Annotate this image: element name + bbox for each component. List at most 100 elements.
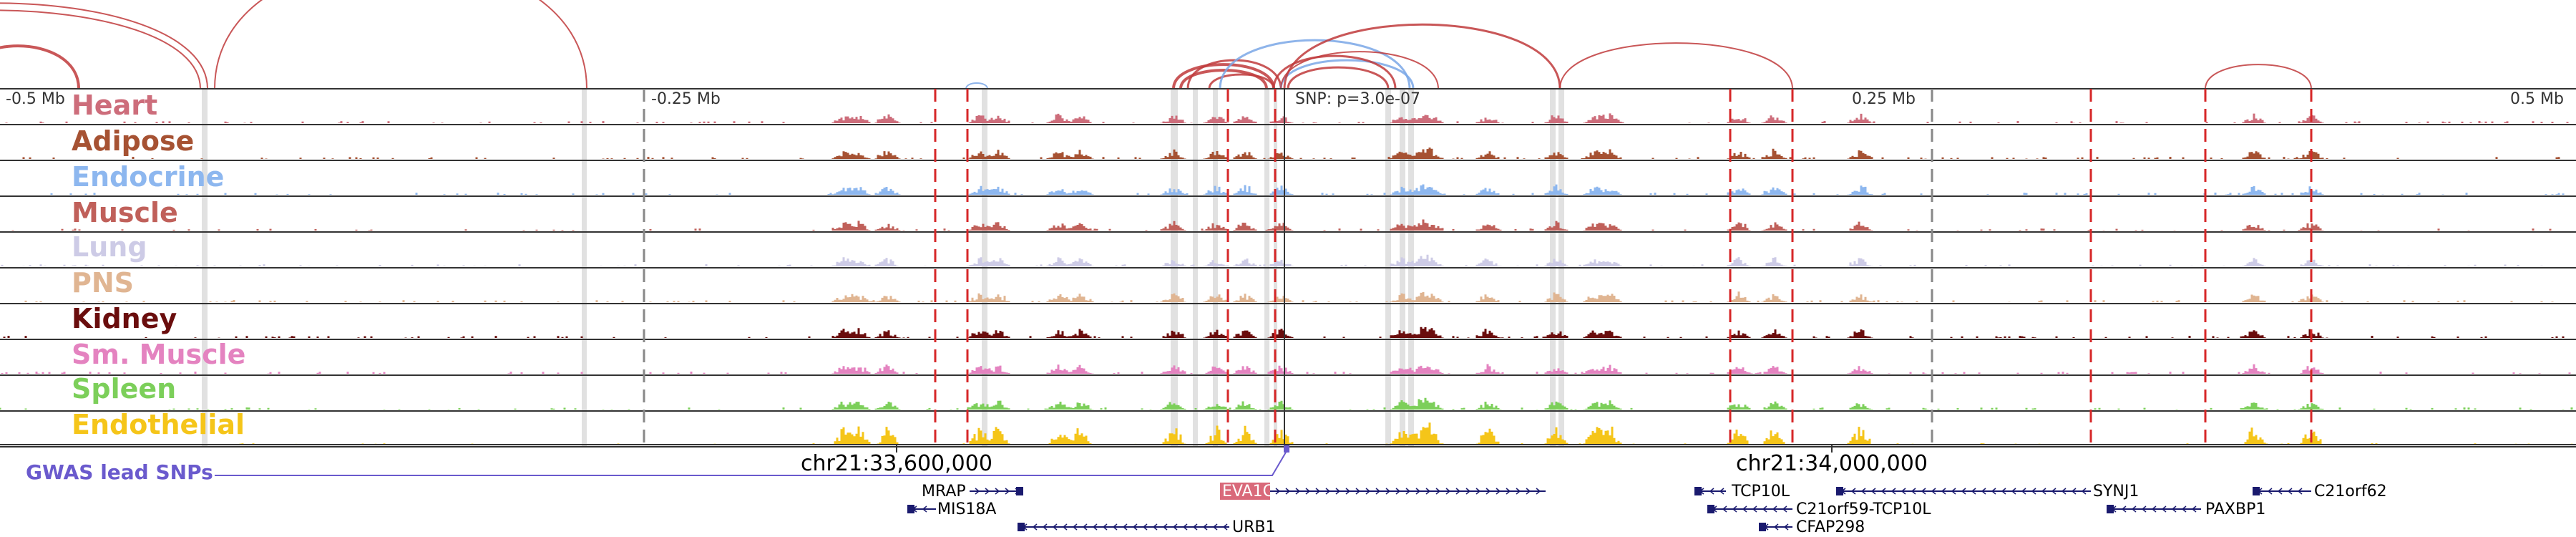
gene-strand-arrow (1455, 488, 1461, 495)
gene-strand-arrow (2131, 505, 2137, 513)
gene-strand-arrow (2071, 488, 2077, 495)
gene-c21orf62 (2253, 487, 2311, 495)
track-label-adipose: Adipose (72, 125, 194, 157)
gene-strand-arrow (1192, 523, 1198, 531)
gene-strand-arrow (1506, 488, 1511, 495)
track-signal (5, 113, 2569, 123)
gene-strand-arrow (1465, 488, 1471, 495)
gene-strand-arrow (2181, 505, 2187, 513)
track-label-kidney: Kidney (72, 303, 177, 334)
track-adipose (0, 124, 2576, 159)
gene-strand-arrow (2191, 505, 2197, 513)
gene-tcp10l (1694, 487, 1726, 495)
gene-strand-arrow (2051, 488, 2057, 495)
gene-strand-arrow (1901, 488, 1906, 495)
gene-strand-arrow (1385, 488, 1391, 495)
gene-strand-arrow (1719, 488, 1724, 495)
loop-arc (0, 44, 80, 90)
gene-label-tcp10l: TCP10L (1731, 483, 1790, 500)
gene-strand-arrow (1941, 488, 1946, 495)
loop-arc (214, 0, 587, 90)
chromatin-loop-arcs (0, 0, 2312, 90)
gene-strand-arrow (1445, 488, 1451, 495)
gene-label-mrap: MRAP (922, 483, 966, 500)
gene-strand-arrow (1345, 488, 1351, 495)
gene-strand-arrow (1783, 523, 1789, 531)
gene-strand-arrow (1032, 523, 1038, 531)
gene-strand-arrow (2287, 488, 2293, 495)
loop-arc (1219, 39, 1411, 90)
gene-strand-arrow (1152, 523, 1158, 531)
gene-strand-arrow (1991, 488, 1996, 495)
track-labels: Heart Adipose Endocrine Muscle Lung PNS … (72, 90, 245, 440)
track-label-endothelial: Endothelial (72, 409, 245, 440)
track-signal (0, 397, 2573, 410)
gene-strand-arrow (1072, 523, 1078, 531)
gene-strand-arrow (1132, 523, 1138, 531)
scale-label-right: 0.5 Mb (2510, 90, 2564, 108)
gene-strand-arrow (1485, 488, 1491, 495)
gene-strand-arrow (1042, 523, 1048, 531)
gene-exon (907, 505, 914, 513)
gene-strand-arrow (1762, 505, 1767, 513)
gene-exon (1759, 523, 1766, 531)
gene-strand-arrow (1773, 523, 1779, 531)
gene-strand-arrow (1951, 488, 1956, 495)
gene-strand-arrow (1931, 488, 1936, 495)
tissue-tracks (0, 88, 2576, 448)
gene-label-synj1: SYNJ1 (2093, 483, 2139, 500)
gwas-connector (215, 450, 1287, 476)
gwas-lead-snp-marker[interactable] (1284, 445, 1289, 453)
gene-exon (1016, 487, 1023, 495)
track-label-pns: PNS (72, 267, 134, 299)
gene-label-eva1c[interactable]: EVA1C (1222, 483, 1274, 500)
gene-strand-arrow (2267, 488, 2273, 495)
track-label-muscle: Muscle (72, 197, 178, 228)
gene-exon (1694, 487, 1702, 495)
scale-label-mid-right: 0.25 Mb (1852, 90, 1916, 108)
gene-strand-arrow (1890, 488, 1896, 495)
loop-arc (1208, 73, 1275, 90)
marker-lines (643, 89, 2313, 447)
track-label-heart: Heart (72, 90, 157, 121)
loop-arc (965, 82, 988, 90)
track-signal (50, 184, 2565, 195)
gene-strand-arrow (2041, 488, 2046, 495)
gene-strand-arrow (1425, 488, 1431, 495)
loop-arc (1272, 54, 1397, 90)
gene-strand-arrow (1355, 488, 1361, 495)
loop-arc (0, 9, 201, 90)
gene-strand-arrow (1981, 488, 1986, 495)
loop-arc (0, 2, 208, 90)
gene-eva1c (1220, 483, 1546, 500)
gene-strand-arrow (1961, 488, 1966, 495)
gene-strand-arrow (1516, 488, 1521, 495)
gene-strand-arrow (1911, 488, 1916, 495)
gene-strand-arrow (1172, 523, 1178, 531)
gene-strand-arrow (1112, 523, 1118, 531)
gene-strand-arrow (1335, 488, 1341, 495)
track-lung (0, 231, 2576, 266)
gene-label-urb1: URB1 (1232, 518, 1275, 536)
gene-strand-arrow (1082, 523, 1088, 531)
gene-strand-arrow (922, 505, 927, 513)
gene-strand-arrow (1435, 488, 1441, 495)
gene-synj1 (1836, 487, 2091, 495)
gene-strand-arrow (1415, 488, 1421, 495)
gene-strand-arrow (1202, 523, 1208, 531)
gene-strand-arrow (1052, 523, 1058, 531)
gene-strand-arrow (1782, 505, 1787, 513)
gene-label-cfap298: CFAP298 (1796, 518, 1865, 536)
gene-strand-arrow (1212, 523, 1218, 531)
gene-strand-arrow (1122, 523, 1128, 531)
track-kidney (0, 303, 2576, 338)
gene-strand-arrow (1325, 488, 1331, 495)
gene-strand-arrow (1475, 488, 1481, 495)
track-signal (1, 364, 2571, 374)
gene-strand-arrow (1395, 488, 1401, 495)
gene-label-paxbp1: PAXBP1 (2205, 500, 2265, 518)
loop-arc (1283, 23, 1561, 90)
coord-label-left: chr21:33,600,000 (801, 451, 992, 476)
loop-arc (1559, 42, 1793, 90)
gene-strand-arrow (1285, 488, 1291, 495)
